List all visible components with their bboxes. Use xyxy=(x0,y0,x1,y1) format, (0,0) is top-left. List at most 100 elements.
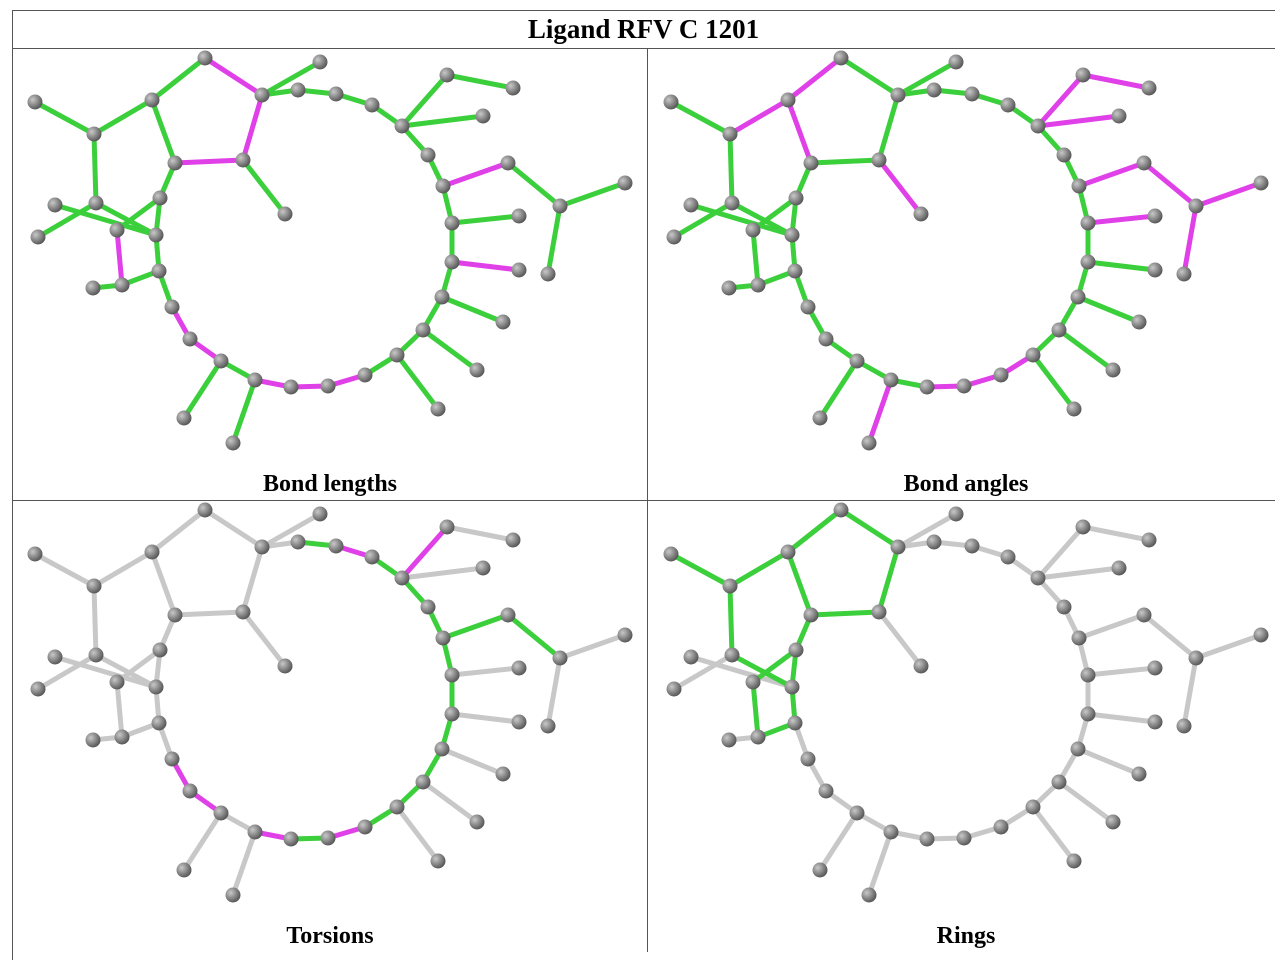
atom xyxy=(214,806,229,821)
atom xyxy=(435,290,450,305)
title: Ligand RFV C 1201 xyxy=(12,10,1275,49)
atom xyxy=(553,199,568,214)
bond xyxy=(402,116,483,126)
atom xyxy=(476,109,491,124)
bond xyxy=(879,547,898,612)
atom xyxy=(1031,571,1046,586)
atom xyxy=(506,533,521,548)
atom xyxy=(618,176,633,191)
bond xyxy=(452,262,519,270)
atom xyxy=(723,127,738,142)
atom xyxy=(927,535,942,550)
atom xyxy=(512,263,527,278)
bond xyxy=(548,206,560,274)
atom xyxy=(358,820,373,835)
bond xyxy=(152,58,205,100)
bond xyxy=(1059,330,1113,370)
atom xyxy=(501,156,516,171)
bond xyxy=(402,568,483,578)
atom xyxy=(751,730,766,745)
bond xyxy=(1144,163,1196,206)
atom xyxy=(1177,267,1192,282)
atom xyxy=(723,579,738,594)
atom xyxy=(722,281,737,296)
bond xyxy=(447,75,513,88)
bond xyxy=(233,832,255,895)
atom xyxy=(321,831,336,846)
bond xyxy=(152,100,175,163)
bond xyxy=(1088,668,1155,675)
atom xyxy=(804,156,819,171)
atom xyxy=(957,831,972,846)
atom xyxy=(1052,323,1067,338)
atom xyxy=(278,659,293,674)
atom xyxy=(236,153,251,168)
bond xyxy=(1038,75,1083,126)
bond xyxy=(205,510,262,547)
atom xyxy=(957,379,972,394)
bond xyxy=(452,714,519,722)
atom xyxy=(788,264,803,279)
atom xyxy=(248,373,263,388)
atom xyxy=(1254,628,1269,643)
bond xyxy=(442,749,503,774)
atom xyxy=(949,507,964,522)
atom xyxy=(1026,348,1041,363)
bond xyxy=(1033,355,1074,409)
bond xyxy=(443,163,508,186)
atom xyxy=(1067,402,1082,417)
caption: Bond angles xyxy=(648,471,1275,498)
atom xyxy=(1031,119,1046,134)
atom xyxy=(390,800,405,815)
atom xyxy=(850,806,865,821)
atom xyxy=(110,223,125,238)
atom xyxy=(914,207,929,222)
bond xyxy=(423,330,477,370)
atom xyxy=(1189,651,1204,666)
atom xyxy=(884,373,899,388)
bond xyxy=(443,615,508,638)
atom xyxy=(1148,263,1163,278)
atom xyxy=(28,547,43,562)
molecule xyxy=(648,500,1275,952)
atom xyxy=(198,51,213,66)
bond xyxy=(175,612,243,615)
atom xyxy=(1001,550,1016,565)
bond xyxy=(184,813,221,870)
bond xyxy=(175,160,243,163)
atom xyxy=(1057,148,1072,163)
bond xyxy=(397,807,438,861)
atom xyxy=(440,68,455,83)
bond xyxy=(447,527,513,540)
bond xyxy=(1088,714,1155,722)
atom xyxy=(1001,98,1016,113)
bond xyxy=(671,554,730,586)
atom xyxy=(435,742,450,757)
bond xyxy=(1078,749,1139,774)
atom xyxy=(291,83,306,98)
atom xyxy=(1076,68,1091,83)
atom xyxy=(1081,707,1096,722)
atom xyxy=(1081,668,1096,683)
bond xyxy=(152,510,205,552)
atom xyxy=(1106,815,1121,830)
atom xyxy=(395,119,410,134)
atom xyxy=(1071,290,1086,305)
atom xyxy=(313,55,328,70)
atom xyxy=(1057,600,1072,615)
atom xyxy=(248,825,263,840)
bond xyxy=(879,612,921,666)
atom xyxy=(86,733,101,748)
atom xyxy=(1148,715,1163,730)
atom xyxy=(1026,800,1041,815)
caption: Rings xyxy=(648,923,1275,950)
bond xyxy=(811,612,879,615)
atom xyxy=(618,628,633,643)
atom xyxy=(819,784,834,799)
atom xyxy=(236,605,251,620)
atom xyxy=(1052,775,1067,790)
atom xyxy=(746,223,761,238)
atom xyxy=(365,550,380,565)
atom xyxy=(1189,199,1204,214)
atom xyxy=(667,230,682,245)
